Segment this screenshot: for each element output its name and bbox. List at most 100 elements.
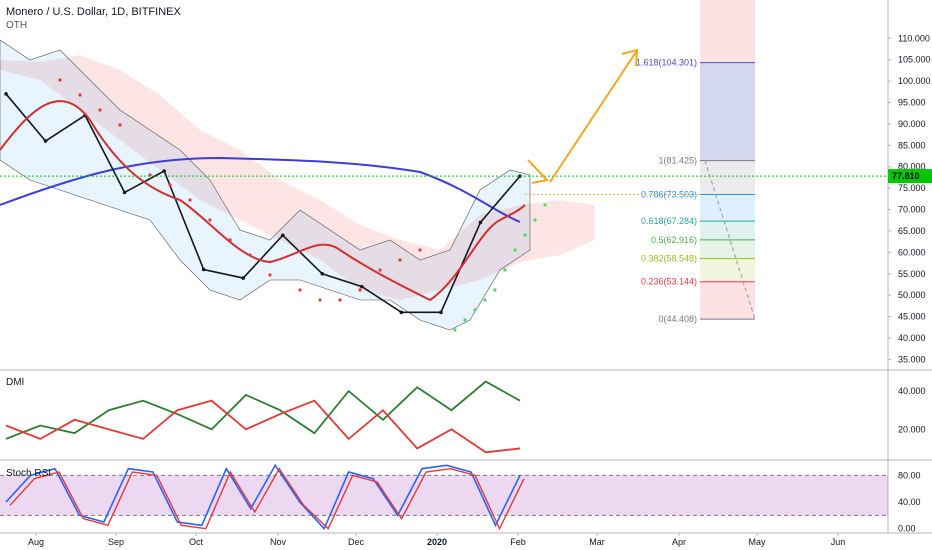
price-point <box>43 139 48 143</box>
x-tick-label: Mar <box>589 537 605 547</box>
stoch-d-line <box>9 467 525 531</box>
x-tick-label: Oct <box>189 537 204 547</box>
y-tick-label: 35.000 <box>898 354 926 364</box>
sar-dot <box>493 288 497 292</box>
sar-dot <box>543 203 547 207</box>
fib-zone <box>700 160 755 195</box>
sar-dot <box>378 268 382 272</box>
price-point <box>320 271 325 276</box>
y-tick-label: 110.000 <box>898 33 930 43</box>
sar-dot <box>533 218 537 222</box>
sar-dot <box>298 288 302 292</box>
price-point <box>241 276 246 280</box>
y-tick-label: 75.000 <box>898 183 926 193</box>
y-tick-label: 65.000 <box>898 226 926 236</box>
price-point <box>162 169 166 173</box>
fib-zone <box>700 281 755 320</box>
y-tick-label: 80.00 <box>898 470 921 480</box>
y-tick-label: 40.000 <box>898 386 926 396</box>
sar-dot <box>338 298 342 302</box>
ichimoku-cloud <box>0 55 595 300</box>
dmi-line <box>5 399 521 454</box>
sar-dot <box>398 258 402 262</box>
sar-dot <box>98 108 102 112</box>
price-point <box>439 310 443 315</box>
fib-zone-top <box>700 0 755 63</box>
x-tick-label: Aug <box>28 537 44 547</box>
sar-dot <box>118 123 122 127</box>
x-tick-label: Sep <box>108 537 124 547</box>
price-point <box>4 92 8 96</box>
x-tick-label: Dec <box>348 537 365 547</box>
x-tick-label: Nov <box>270 537 287 547</box>
sar-dot <box>453 328 457 332</box>
projection-arrow-up <box>549 51 637 183</box>
fib-level-label: 0.618(67.284) <box>641 216 697 226</box>
price-point <box>360 284 364 289</box>
ma200-line <box>0 156 521 223</box>
y-tick-label: 50.000 <box>898 290 926 300</box>
stoch-band <box>0 475 888 516</box>
y-tick-label: 60.000 <box>898 247 926 257</box>
price-point <box>399 310 404 315</box>
sar-dot <box>58 78 62 82</box>
y-tick-label: 105.000 <box>898 55 931 65</box>
x-tick-label: May <box>748 537 766 547</box>
price-line <box>5 93 521 314</box>
ma-red-line <box>0 100 526 302</box>
sar-dot <box>318 298 322 302</box>
y-tick-label: 85.000 <box>898 140 926 150</box>
y-tick-label: 90.000 <box>898 119 926 129</box>
bollinger-band <box>0 39 531 331</box>
symbol-hint: OTH <box>6 20 28 31</box>
price-point <box>478 220 483 225</box>
price-point <box>280 233 285 238</box>
fib-level-label: 0.382(58.548) <box>641 254 697 264</box>
sar-dot <box>188 198 192 202</box>
stoch-k-line <box>5 463 521 531</box>
fib-zone <box>700 194 755 222</box>
fib-level-label: 0.786(73.503) <box>641 190 697 200</box>
y-tick-label: 95.000 <box>898 97 926 107</box>
dmi-label: DMI <box>6 377 25 388</box>
fib-level-label: 1(81.425) <box>658 156 697 166</box>
sar-dot <box>358 288 362 292</box>
y-tick-label: 20.000 <box>898 424 926 434</box>
y-tick-label: 45.000 <box>898 312 926 322</box>
chart-title: Monero / U.S. Dollar, 1D, BITFINEX <box>6 6 181 18</box>
sar-dot <box>168 183 172 187</box>
stoch-label: Stoch RSI <box>6 468 52 479</box>
fib-level-label: 0.5(62.916) <box>651 235 697 245</box>
sar-dot <box>483 298 487 302</box>
x-tick-label: 2020 <box>427 537 447 547</box>
fib-zone <box>700 239 755 259</box>
sar-dot <box>503 268 507 272</box>
sar-dot <box>523 233 527 237</box>
sar-dot <box>228 238 232 242</box>
y-tick-label: 40.000 <box>898 333 926 343</box>
projection-arrow-head <box>621 48 639 67</box>
x-tick-label: Apr <box>672 537 686 547</box>
x-tick-label: Jun <box>831 537 846 547</box>
price-point <box>201 267 206 272</box>
sar-dot <box>418 248 422 252</box>
fib-level-label: 0(44.408) <box>658 314 697 324</box>
y-tick-label: 55.000 <box>898 269 926 279</box>
fib-zone <box>700 62 755 161</box>
sar-dot <box>248 253 252 257</box>
y-tick-label: 40.00 <box>898 497 921 507</box>
fib-level-label: 1.618(104.301) <box>636 58 697 68</box>
x-tick-label: Feb <box>510 537 526 547</box>
dmi-line <box>5 380 521 440</box>
sar-dot <box>513 248 517 252</box>
sar-dot <box>268 273 272 277</box>
price-point <box>122 190 127 195</box>
sar-dot <box>463 318 467 322</box>
last-price-label: 77.810 <box>892 171 920 181</box>
fib-zone <box>700 258 755 282</box>
sar-dot <box>78 93 82 97</box>
last-price-tag <box>888 169 932 184</box>
sar-dot <box>473 308 477 312</box>
